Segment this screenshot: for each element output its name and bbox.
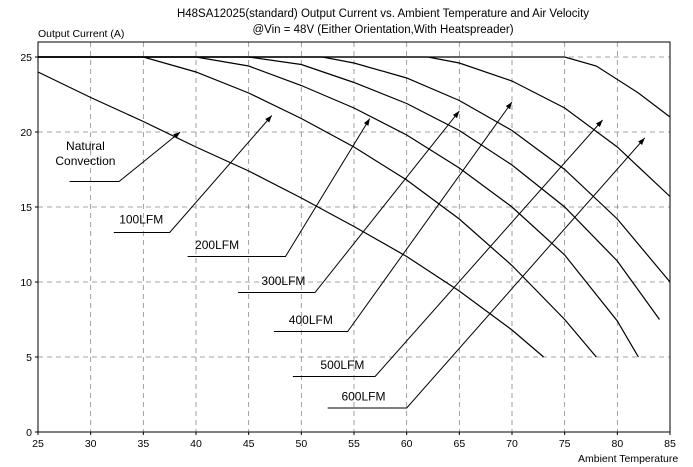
grid: [38, 42, 670, 432]
x-tick-label: 85: [664, 438, 676, 450]
leader-arrow-200lfm: [363, 118, 370, 126]
leader-line-400lfm: [273, 101, 513, 332]
x-tick-label: 25: [32, 438, 44, 450]
chart-title-line2: @Vin = 48V (Either Orientation,With Heat…: [252, 24, 513, 36]
x-tick-label: 30: [85, 438, 97, 450]
series-line-400lfm: [38, 56, 671, 283]
series-line-600lfm: [38, 56, 671, 118]
leader-line-200lfm: [187, 118, 371, 257]
leader-arrow-500lfm: [595, 120, 603, 127]
leader-arrow-400lfm: [505, 102, 512, 110]
series-line-300lfm: [38, 56, 660, 320]
series-label-400lfm: 400LFM: [289, 313, 333, 327]
y-tick-label: 25: [20, 52, 32, 64]
series-label-600lfm: 600LFM: [341, 390, 385, 404]
y-tick-label: 5: [26, 352, 32, 364]
x-tick-label: 50: [295, 438, 307, 450]
x-tick-label: 40: [190, 438, 202, 450]
x-tick-label: 60: [401, 438, 413, 450]
series-line-natural-convection: [37, 71, 544, 358]
x-tick-label: 45: [243, 438, 255, 450]
plot-area-border: [37, 41, 671, 433]
y-tick-label: 20: [20, 127, 32, 139]
series-label-500lfm: 500LFM: [320, 358, 364, 372]
x-axis-label: Ambient Temperature: [578, 453, 678, 465]
series-group: Natural Convection 100LFM 200LFM 300LFM 400LF…: [37, 56, 671, 409]
series-label-300lfm: 300LFM: [261, 274, 305, 288]
leader-line-600lfm: [327, 137, 646, 409]
y-axis-label: Output Current (A): [38, 28, 124, 40]
y-tick-label: 10: [20, 277, 32, 289]
leader-arrow-300lfm: [452, 111, 460, 119]
y-tick-label: 15: [20, 202, 32, 214]
series-line-200lfm: [38, 56, 639, 358]
x-tick-label: 35: [137, 438, 149, 450]
leader-arrow-600lfm: [638, 138, 645, 145]
leader-line-300lfm: [238, 110, 460, 293]
series-line-100lfm: [38, 56, 597, 358]
chart-title-line1: H48SA12025(standard) Output Current vs. …: [177, 8, 589, 20]
leader-line-100lfm: [113, 115, 273, 233]
series-label-200lfm: 200LFM: [195, 238, 239, 252]
leader-arrow-natural-convection: [173, 132, 181, 139]
leader-line-500lfm: [292, 119, 603, 377]
leader-arrow-100lfm: [265, 115, 272, 123]
x-tick-label: 65: [453, 438, 465, 450]
leader-line-natural-convection: [69, 131, 181, 182]
x-tick-label: 55: [348, 438, 360, 450]
series-label-natural-convection: Natural Convection: [55, 139, 115, 168]
x-tick-label: 80: [611, 438, 623, 450]
series-label-100lfm: 100LFM: [119, 213, 163, 227]
x-tick-label: 75: [559, 438, 571, 450]
x-tick-label: 70: [506, 438, 518, 450]
y-tick-label: 0: [26, 427, 32, 439]
